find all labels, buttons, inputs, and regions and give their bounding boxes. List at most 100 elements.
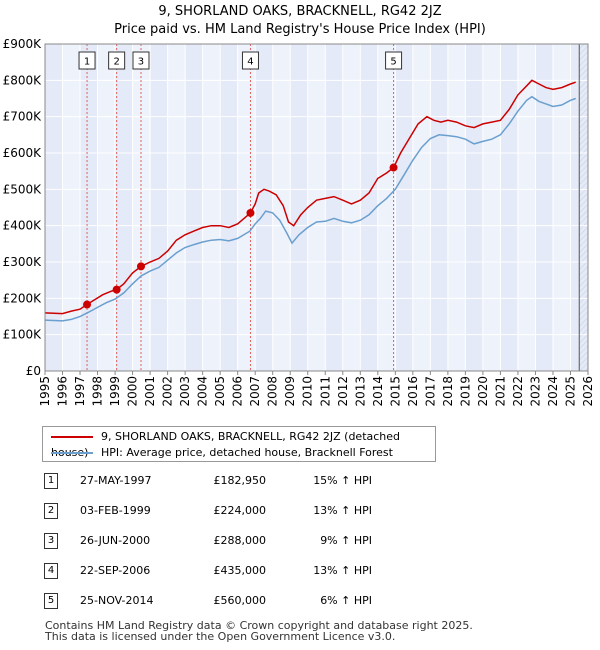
sale-hpi-change: 15% ↑ HPI (313, 474, 372, 487)
x-tick-label: 1996 (56, 376, 70, 407)
x-tick-label: 2017 (423, 376, 437, 407)
x-tick-label: 2020 (476, 376, 490, 407)
sale-point (112, 285, 121, 294)
x-tick-label: 2009 (283, 376, 297, 407)
x-tick-label: 2008 (266, 376, 280, 407)
x-tick-label: 2022 (511, 376, 525, 407)
x-tick-label: 2014 (371, 376, 385, 407)
x-tick-label: 2023 (528, 376, 542, 407)
legend-item-hpi: HPI: Average price, detached house, Brac… (51, 445, 393, 461)
sale-date: 03-FEB-1999 (80, 504, 151, 517)
y-tick-label: £300K (3, 255, 43, 269)
x-tick-label: 2006 (231, 376, 245, 407)
sale-date: 26-JUN-2000 (80, 534, 151, 547)
year-band (325, 44, 343, 371)
sale-row: 3 26-JUN-2000 £288,000 9% ↑ HPI (42, 533, 442, 563)
sale-hpi-change: 9% ↑ HPI (320, 534, 372, 547)
year-band (255, 44, 273, 371)
sale-number: 2 (44, 503, 58, 519)
year-band (290, 44, 308, 371)
chart-title-line-2: Price paid vs. HM Land Registry's House … (114, 22, 486, 37)
y-tick-label: £100K (3, 328, 43, 342)
hpi-series-line (44, 95, 576, 322)
legend-swatch-hpi (51, 452, 93, 454)
y-tick-label: £400K (3, 219, 43, 233)
year-band (115, 44, 133, 371)
footer: Contains HM Land Registry data © Crown c… (45, 620, 473, 642)
x-tick-label: 2010 (301, 376, 315, 407)
year-band (535, 44, 553, 371)
x-tick-label: 2001 (143, 376, 157, 407)
sale-price: £288,000 (213, 534, 267, 547)
sale-marker-box (78, 51, 96, 70)
legend-label-hpi: HPI: Average price, detached house, Brac… (101, 446, 393, 459)
forecast-region (579, 44, 588, 371)
legend: 9, SHORLAND OAKS, BRACKNELL, RG42 2JZ (d… (42, 426, 436, 462)
x-tick-label: 2016 (406, 376, 420, 407)
sale-marker-label: 5 (390, 57, 396, 68)
price-chart: 1 2 3 4 5 £0 £100K £200K £300K £400K £500K £600K £70… (3, 37, 595, 407)
plot-frame (44, 43, 589, 372)
y-tick-label: £0 (26, 364, 41, 378)
sale-date: 27-MAY-1997 (80, 474, 152, 487)
footer-licence: This data is licensed under the Open Gov… (45, 630, 396, 643)
x-tick-label: 2007 (248, 376, 262, 407)
x-tick-label: 2015 (388, 376, 402, 407)
y-tick-label: £900K (3, 37, 43, 51)
sale-marker-label: 3 (138, 57, 144, 68)
sale-marker-box (385, 51, 403, 70)
sale-point (389, 163, 398, 172)
sale-row: 4 22-SEP-2006 £435,000 13% ↑ HPI (42, 563, 442, 593)
x-tick-label: 2026 (581, 376, 595, 407)
sale-marker-label: 1 (84, 57, 90, 68)
sale-row: 5 25-NOV-2014 £560,000 6% ↑ HPI (42, 593, 442, 623)
sale-price: £224,000 (213, 504, 267, 517)
sale-marker-label: 4 (247, 57, 253, 68)
year-band (500, 44, 518, 371)
x-tick-label: 1999 (108, 376, 122, 407)
year-band (465, 44, 483, 371)
legend-item-property: 9, SHORLAND OAKS, BRACKNELL, RG42 2JZ (d… (51, 429, 435, 459)
x-tick-label: 2005 (213, 376, 227, 407)
sale-number: 3 (44, 533, 58, 549)
x-tick-label: 2004 (196, 376, 210, 407)
sale-row: 2 03-FEB-1999 £224,000 13% ↑ HPI (42, 503, 442, 533)
sale-number: 5 (44, 593, 58, 609)
sale-price: £560,000 (213, 594, 267, 607)
sale-price: £182,950 (213, 474, 267, 487)
x-tick-label: 2002 (161, 376, 175, 407)
x-tick-label: 2012 (336, 376, 350, 407)
x-tick-label: 2013 (353, 376, 367, 407)
legend-swatch-property (51, 436, 93, 438)
sales-table: 1 27-MAY-1997 £182,950 15% ↑ HPI 2 03-FE… (42, 473, 442, 623)
sale-marker-box (108, 51, 126, 70)
sale-marker-label: 2 (113, 57, 119, 68)
sale-hpi-change: 13% ↑ HPI (313, 564, 372, 577)
year-band (360, 44, 378, 371)
x-tick-label: 1995 (38, 376, 52, 407)
sale-point (136, 262, 145, 271)
x-tick-label: 2024 (546, 376, 560, 407)
x-tick-label: 1997 (73, 376, 87, 407)
year-band (150, 44, 168, 371)
sale-price: £435,000 (213, 564, 267, 577)
chart-title: 9, SHORLAND OAKS, BRACKNELL, RG42 2JZ Pr… (0, 3, 600, 39)
sale-number: 1 (44, 473, 58, 489)
y-tick-label: £700K (3, 110, 43, 124)
x-tick-label: 2021 (493, 376, 507, 407)
sale-number: 4 (44, 563, 58, 579)
year-band (185, 44, 203, 371)
x-tick-label: 2011 (318, 376, 332, 407)
y-tick-label: £800K (3, 73, 43, 87)
x-tick-label: 2019 (458, 376, 472, 407)
sale-point (246, 208, 255, 217)
sale-row: 1 27-MAY-1997 £182,950 15% ↑ HPI (42, 473, 442, 503)
x-tick-label: 2018 (441, 376, 455, 407)
sale-marker-box (132, 51, 150, 70)
year-band (220, 44, 238, 371)
year-band (80, 44, 98, 371)
year-band (45, 44, 63, 371)
x-tick-label: 2025 (563, 376, 577, 407)
year-band (395, 44, 413, 371)
year-band (430, 44, 448, 371)
